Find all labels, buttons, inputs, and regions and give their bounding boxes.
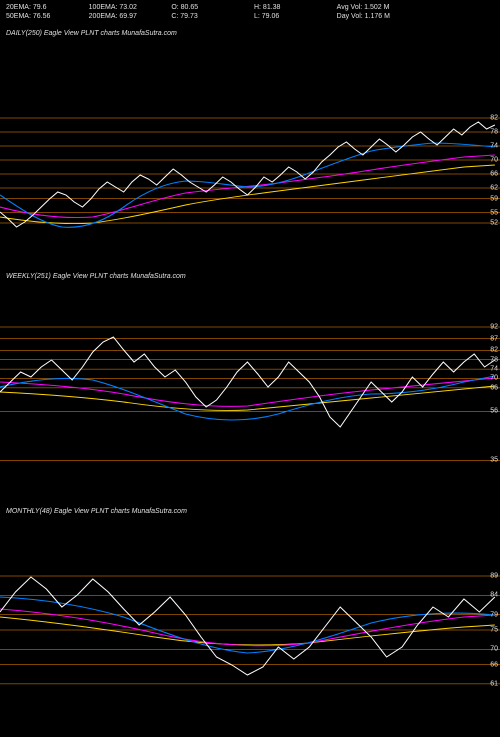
y-label: 79 bbox=[490, 611, 498, 618]
daily-price-line bbox=[0, 122, 495, 227]
y-label: 82 bbox=[490, 115, 498, 122]
y-label: 61 bbox=[490, 680, 498, 687]
daily-chart: 82 78 74 70 66 62 59 55 52 bbox=[0, 47, 500, 237]
header-stats: 20EMA: 79.6 100EMA: 73.02 O: 80.65 H: 81.38… bbox=[0, 0, 500, 24]
stat-l: L: 79.06 bbox=[254, 13, 329, 20]
y-label: 87 bbox=[490, 335, 498, 342]
stat-h: H: 81.38 bbox=[254, 4, 329, 11]
stat-day vol: Day Vol: 1.176 M bbox=[337, 13, 412, 20]
stat-50ema: 50EMA: 76.56 bbox=[6, 13, 81, 20]
y-label: 66 bbox=[490, 661, 498, 668]
y-label: 62 bbox=[490, 185, 498, 192]
stat-200ema: 200EMA: 69.97 bbox=[89, 13, 164, 20]
weekly-100ema-line bbox=[0, 378, 495, 406]
y-label: 35 bbox=[490, 457, 498, 464]
y-label: 66 bbox=[490, 171, 498, 178]
daily-50ema-line bbox=[0, 143, 495, 227]
monthly-price-line bbox=[0, 577, 495, 675]
monthly-chart: 89 84 79 75 70 66 61 bbox=[0, 517, 500, 707]
daily-title: DAILY(250) Eagle View PLNT charts Munafa… bbox=[0, 24, 500, 39]
y-label: 59 bbox=[490, 195, 498, 202]
y-label: 82 bbox=[490, 347, 498, 354]
y-label: 55 bbox=[490, 209, 498, 216]
y-label: 70 bbox=[490, 375, 498, 382]
weekly-200ema-line bbox=[0, 386, 495, 411]
y-label: 74 bbox=[490, 143, 498, 150]
y-label: 78 bbox=[490, 129, 498, 136]
y-label: 78 bbox=[490, 356, 498, 363]
daily-100ema-line bbox=[0, 155, 495, 218]
monthly-title: MONTHLY(48) Eagle View PLNT charts Munaf… bbox=[0, 502, 500, 517]
y-label: 66 bbox=[490, 384, 498, 391]
y-label: 84 bbox=[490, 592, 498, 599]
stat-o: O: 80.65 bbox=[171, 4, 246, 11]
y-label: 52 bbox=[490, 220, 498, 227]
y-label: 70 bbox=[490, 646, 498, 653]
stat-100ema: 100EMA: 73.02 bbox=[89, 4, 164, 11]
stat-20ema: 20EMA: 79.6 bbox=[6, 4, 81, 11]
stat-avg vol: Avg Vol: 1.502 M bbox=[337, 4, 412, 11]
y-label: 70 bbox=[490, 157, 498, 164]
weekly-title: WEEKLY(251) Eagle View PLNT charts Munaf… bbox=[0, 267, 500, 282]
stat-c: C: 79.73 bbox=[171, 13, 246, 20]
y-label: 92 bbox=[490, 324, 498, 331]
y-label: 89 bbox=[490, 573, 498, 580]
y-label: 74 bbox=[490, 366, 498, 373]
weekly-chart: 92 87 82 78 74 70 66 56 35 bbox=[0, 282, 500, 472]
weekly-50ema-line bbox=[0, 376, 495, 420]
y-label: 75 bbox=[490, 626, 498, 633]
y-label: 56 bbox=[490, 408, 498, 415]
